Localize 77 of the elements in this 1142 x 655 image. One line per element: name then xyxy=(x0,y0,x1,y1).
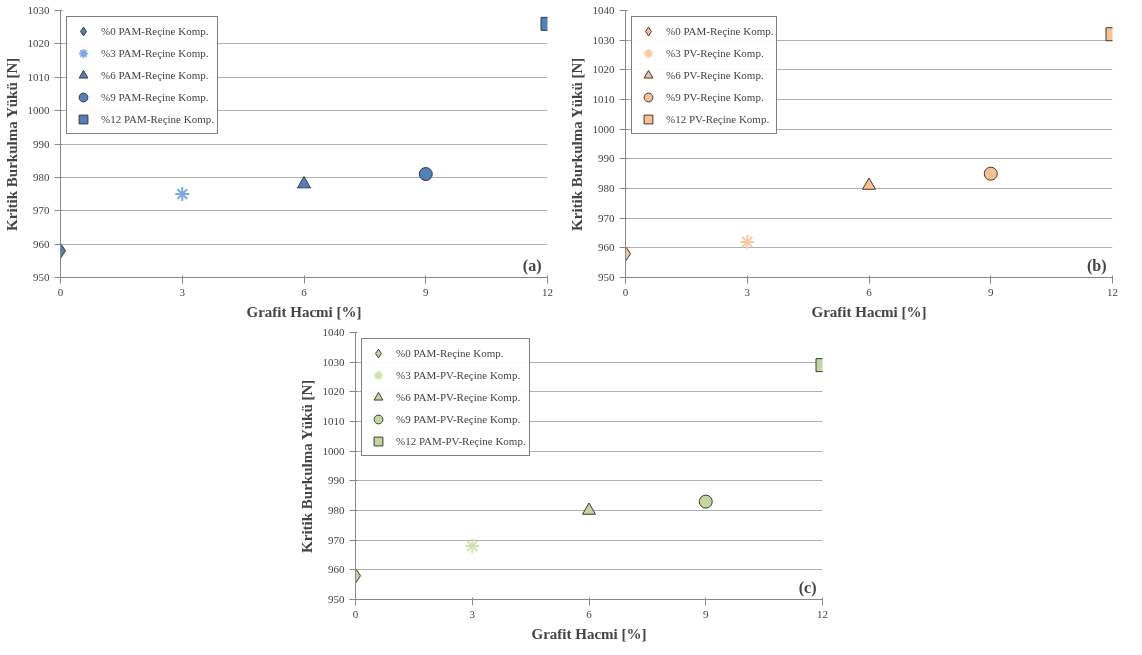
legend-label: %9 PV-Reçine Komp. xyxy=(666,90,764,105)
y-tick-label: 1030 xyxy=(592,33,615,46)
point xyxy=(698,494,713,509)
y-tick-label: 1040 xyxy=(592,4,615,16)
legend-label: %12 PV-Reçine Komp. xyxy=(666,112,770,127)
x-tick-label: 6 xyxy=(301,285,308,298)
y-tick-label: 990 xyxy=(328,474,345,487)
y-tick-label: 1040 xyxy=(322,326,345,338)
legend-label: %3 PV-Reçine Komp. xyxy=(666,46,764,61)
x-tick-label: 3 xyxy=(179,285,186,298)
y-tick-label: 950 xyxy=(598,271,615,283)
x-tick-label: 0 xyxy=(352,607,359,620)
x-tick-label: 0 xyxy=(622,285,629,298)
y-tick-label: 1010 xyxy=(592,93,615,105)
y-tick-label: 960 xyxy=(33,237,50,250)
y-tick-label: 1020 xyxy=(592,63,615,76)
x-axis-title: Grafit Hacmi [%] xyxy=(246,303,362,320)
point xyxy=(464,538,481,555)
x-tick-label: 6 xyxy=(866,285,873,298)
x-tick-label: 0 xyxy=(57,285,64,298)
legend-label: %9 PAM-PV-Reçine Komp. xyxy=(396,412,521,427)
y-tick-label: 950 xyxy=(328,593,345,605)
y-axis-title: Kritik Burkulma Yükü [N] xyxy=(568,57,585,231)
x-axis-title: Grafit Hacmi [%] xyxy=(531,625,647,642)
legend-label: %9 PAM-Reçine Komp. xyxy=(101,90,209,105)
x-tick-label: 12 xyxy=(542,285,553,298)
x-tick-label: 6 xyxy=(586,607,593,620)
annotation: (b) xyxy=(1086,256,1107,275)
legend-label: %6 PAM-Reçine Komp. xyxy=(101,68,209,83)
legend-label: %12 PAM-PV-Reçine Komp. xyxy=(396,434,526,449)
point xyxy=(862,177,876,190)
point xyxy=(418,167,433,182)
legend-label: %0 PAM-Reçine Komp. xyxy=(666,24,774,39)
point xyxy=(582,502,596,515)
y-tick-label: 1000 xyxy=(592,122,615,135)
point xyxy=(739,233,756,250)
x-axis-title: Grafit Hacmi [%] xyxy=(811,303,927,320)
y-tick-label: 1000 xyxy=(27,104,50,117)
y-tick-label: 1020 xyxy=(322,385,345,398)
y-tick-label: 970 xyxy=(328,533,345,546)
y-tick-label: 1020 xyxy=(27,37,50,50)
legend-label: %3 PAM-Reçine Komp. xyxy=(101,46,209,61)
y-tick-label: 980 xyxy=(33,170,50,183)
x-tick-label: 3 xyxy=(469,607,476,620)
x-tick-label: 12 xyxy=(1107,285,1118,298)
y-tick-label: 1010 xyxy=(322,415,345,427)
legend-label: %6 PV-Reçine Komp. xyxy=(666,68,764,83)
point xyxy=(983,166,998,181)
x-tick-label: 12 xyxy=(817,607,828,620)
x-tick-label: 3 xyxy=(744,285,751,298)
y-tick-label: 1000 xyxy=(322,444,345,457)
x-tick-label: 9 xyxy=(703,607,709,620)
point xyxy=(297,176,311,189)
y-tick-label: 970 xyxy=(33,204,50,217)
x-tick-label: 9 xyxy=(423,285,429,298)
y-tick-label: 990 xyxy=(598,152,615,165)
legend-label: %12 PAM-Reçine Komp. xyxy=(101,112,214,127)
y-tick-label: 950 xyxy=(33,271,50,283)
legend-label: %3 PAM-PV-Reçine Komp. xyxy=(396,368,521,383)
legend-label: %0 PAM-Reçine Komp. xyxy=(101,24,209,39)
legend-label: %6 PAM-PV-Reçine Komp. xyxy=(396,390,521,405)
y-axis-title: Kritik Burkulma Yükü [N] xyxy=(3,57,20,231)
y-tick-label: 960 xyxy=(598,241,615,254)
y-tick-label: 1030 xyxy=(27,4,50,16)
x-tick-label: 9 xyxy=(988,285,994,298)
annotation: (c) xyxy=(798,578,817,597)
y-tick-label: 1010 xyxy=(27,70,50,83)
y-tick-label: 960 xyxy=(328,563,345,576)
y-tick-label: 980 xyxy=(598,182,615,194)
y-tick-label: 1030 xyxy=(322,355,345,368)
y-tick-label: 970 xyxy=(598,211,615,224)
y-axis-title: Kritik Burkulma Yükü [N] xyxy=(298,379,315,553)
legend-label: %0 PAM-Reçine Komp. xyxy=(396,346,504,361)
y-tick-label: 990 xyxy=(33,137,50,150)
point xyxy=(174,186,191,203)
y-tick-label: 980 xyxy=(328,504,345,516)
annotation: (a) xyxy=(522,256,542,275)
